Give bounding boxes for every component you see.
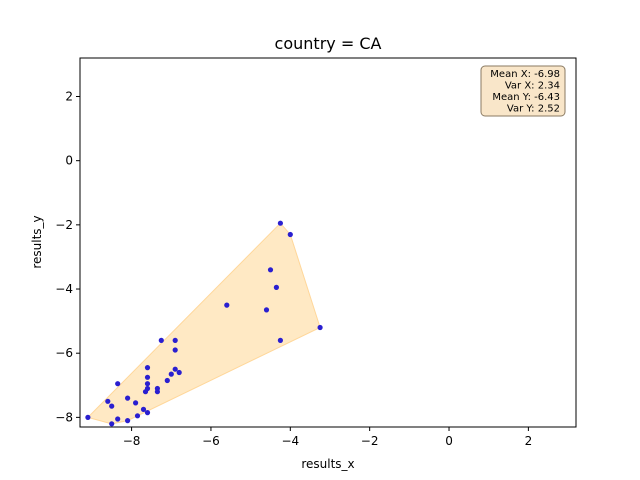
data-point-13 <box>144 385 151 392</box>
data-point-26 <box>224 302 230 308</box>
data-point-7 <box>125 418 131 424</box>
data-point-10 <box>140 406 147 412</box>
stats-var-x: Var X: 2.34 <box>505 81 560 92</box>
y-tick-label: −2 <box>55 218 73 232</box>
data-point-28 <box>267 267 274 273</box>
x-tick-label: −4 <box>281 434 299 448</box>
data-point-9 <box>134 413 141 419</box>
data-point-6 <box>125 395 131 401</box>
data-point-24 <box>172 337 178 343</box>
data-point-20 <box>164 377 170 384</box>
data-point-30 <box>277 220 283 226</box>
data-point-0 <box>85 414 91 420</box>
data-point-33 <box>317 324 323 331</box>
data-point-19 <box>158 337 164 343</box>
x-axis-label: results_x <box>301 457 354 471</box>
data-point-8 <box>133 400 139 406</box>
data-point-18 <box>154 385 160 392</box>
data-point-31 <box>277 337 283 343</box>
data-point-16 <box>144 365 151 371</box>
data-point-3 <box>115 381 121 387</box>
x-tick-label: −2 <box>361 434 379 448</box>
data-points <box>85 220 323 427</box>
stats-var-y: Var Y: 2.52 <box>507 104 560 115</box>
data-point-32 <box>287 231 293 238</box>
data-point-14 <box>144 381 151 387</box>
stats-box: Mean X: -6.98 Var X: 2.34 Mean Y: -6.43 … <box>480 65 566 117</box>
data-point-12 <box>144 410 151 416</box>
data-point-21 <box>168 371 174 377</box>
stats-mean-y: Mean Y: -6.43 <box>492 92 560 103</box>
y-axis-label: results_y <box>30 215 44 268</box>
stats-box-background <box>480 65 566 117</box>
y-tick-label: −6 <box>55 346 73 360</box>
plot-frame <box>79 57 577 428</box>
data-point-27 <box>263 307 270 313</box>
data-point-4 <box>115 416 121 422</box>
data-point-5 <box>109 421 115 427</box>
x-axis-ticks: −8 −6 −4 −2 0 2 <box>123 427 532 448</box>
x-tick-label: 2 <box>525 434 533 448</box>
data-point-15 <box>144 374 151 380</box>
data-point-25 <box>176 369 182 376</box>
chart-title: country = CA <box>275 34 382 53</box>
plot-area <box>79 57 577 428</box>
y-tick-label: 0 <box>65 154 73 168</box>
data-point-29 <box>273 284 279 290</box>
convex-hull-area <box>86 222 321 425</box>
y-tick-label: 2 <box>65 90 73 104</box>
y-tick-label: −4 <box>55 282 73 296</box>
data-point-2 <box>109 403 115 409</box>
x-tick-label: 0 <box>445 434 453 448</box>
stats-mean-x: Mean X: -6.98 <box>490 69 560 80</box>
data-point-23 <box>172 347 178 353</box>
y-axis-ticks: −8 −6 −4 −2 0 2 <box>55 90 80 424</box>
data-point-1 <box>105 398 111 404</box>
y-tick-label: −8 <box>55 410 73 424</box>
x-tick-label: −8 <box>123 434 141 448</box>
x-tick-label: −6 <box>202 434 220 448</box>
data-point-22 <box>172 366 178 372</box>
